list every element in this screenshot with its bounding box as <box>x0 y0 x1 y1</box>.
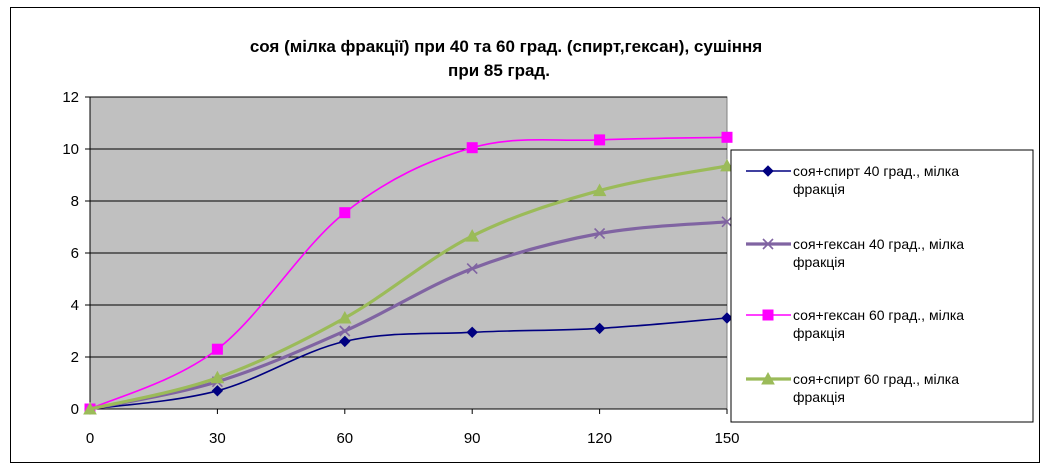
legend-marker-3 <box>762 309 774 321</box>
data-point-s1-x150 <box>721 312 733 324</box>
data-point-s1-x120 <box>593 322 606 335</box>
y-tick-label-4: 4 <box>71 297 79 314</box>
data-point-s2-x150 <box>721 216 733 228</box>
x-tick-label-0: 0 <box>86 430 94 447</box>
legend-box <box>730 149 1034 423</box>
x-tick-label-90: 90 <box>464 430 481 447</box>
chart-title-line-2: при 85 град. <box>448 61 550 80</box>
series-line-1 <box>89 317 728 410</box>
legend-label-2-line-1: соя+гексан 40 град., мілка <box>793 236 964 252</box>
data-point-s4-x120 <box>592 183 607 197</box>
y-tick-label-6: 6 <box>71 245 79 262</box>
data-point-s4-x30 <box>210 370 225 384</box>
data-point-s3-x60 <box>339 207 351 219</box>
y-tick-label-2: 2 <box>71 349 79 366</box>
chart-frame: соя (мілка фракції) при 40 та 60 град. (… <box>10 7 1040 463</box>
legend-label-3-line-2: фракція <box>793 325 845 341</box>
legend-marker-4 <box>761 371 775 385</box>
y-tick-label-12: 12 <box>62 89 79 106</box>
legend-label-4-line-2: фракція <box>793 389 845 405</box>
data-point-s3-x90 <box>466 142 478 154</box>
data-point-s1-x60 <box>339 335 351 348</box>
y-tick-label-10: 10 <box>62 141 79 158</box>
data-point-s2-x120 <box>594 227 606 240</box>
legend-label-4-line-1: соя+спирт 60 град., мілка <box>793 371 959 387</box>
legend-item-3: соя+гексан 60 град., мілка фракція <box>746 307 964 341</box>
y-tick-label-0: 0 <box>71 401 79 418</box>
x-tick-label-150: 150 <box>714 430 739 447</box>
legend-label-1-line-1: соя+спирт 40 град., мілка <box>793 163 959 179</box>
legend-marker-1 <box>762 165 774 177</box>
legend-item-1: соя+спирт 40 град., мілка фракція <box>746 163 959 197</box>
x-tick-label-30: 30 <box>209 430 226 447</box>
x-tick-label-120: 120 <box>587 430 612 447</box>
data-point-s4-x90 <box>465 229 480 242</box>
data-point-s1-x90 <box>466 326 478 339</box>
legend-label-1-line-2: фракція <box>793 181 845 197</box>
grid-lines <box>90 96 727 358</box>
y-tick-label-8: 8 <box>71 193 79 210</box>
legend-label-2-line-2: фракція <box>793 254 845 270</box>
data-point-s3-x150 <box>721 131 733 143</box>
legend: соя+спирт 40 град., мілкафракціясоя+гекс… <box>730 149 1034 423</box>
series <box>83 131 734 415</box>
data-point-s2-x90 <box>466 263 478 275</box>
legend-marker-2 <box>762 238 774 250</box>
data-point-s3-x30 <box>211 343 223 355</box>
legend-item-4: соя+спирт 60 град., мілка фракція <box>746 371 959 405</box>
legend-label-3-line-1: соя+гексан 60 град., мілка <box>793 307 964 323</box>
series-line-4 <box>89 164 728 411</box>
chart-svg: соя (мілка фракції) при 40 та 60 град. (… <box>62 37 1034 447</box>
series-4 <box>83 158 734 415</box>
legend-item-2: соя+гексан 40 град., мілка фракція <box>746 236 964 270</box>
data-point-s2-x60 <box>339 325 351 337</box>
data-point-s3-x120 <box>594 134 606 146</box>
chart-title: соя (мілка фракції) при 40 та 60 град. (… <box>250 37 762 80</box>
series-line-3 <box>89 136 728 410</box>
data-point-s4-x60 <box>337 310 352 324</box>
data-point-s4-x150 <box>720 158 734 172</box>
data-point-s4-x0 <box>83 401 97 415</box>
chart-title-line-1: соя (мілка фракції) при 40 та 60 град. (… <box>250 37 762 56</box>
data-point-s1-x30 <box>211 385 224 397</box>
x-tick-label-60: 60 <box>336 430 353 447</box>
axes <box>89 97 727 414</box>
series-line-2 <box>89 220 728 411</box>
